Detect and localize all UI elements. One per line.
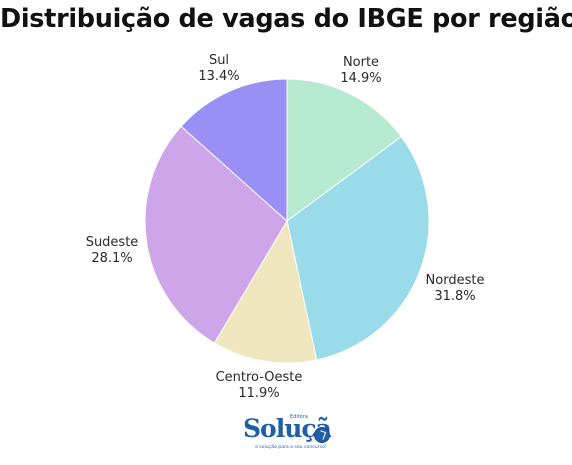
slice-label-centro-oeste: Centro-Oeste bbox=[216, 370, 303, 385]
logo-tagline: a solução para o seu concurso! bbox=[255, 445, 327, 450]
pie-slice-norte bbox=[286, 78, 402, 222]
chart-title: Distribuição de vagas do IBGE por região bbox=[0, 4, 572, 34]
logo-o-circle-icon bbox=[314, 427, 330, 443]
pie-slice-centro-oeste bbox=[213, 219, 318, 364]
pie-slice-sudeste bbox=[144, 125, 288, 344]
slice-value-norte: 14.9% bbox=[340, 71, 381, 86]
slice-value-centro-oeste: 11.9% bbox=[238, 386, 279, 401]
slice-label-sul: Sul bbox=[209, 53, 229, 68]
pie-slice-nordeste bbox=[286, 136, 430, 361]
slice-label-nordeste: Nordeste bbox=[426, 273, 485, 288]
slice-label-sudeste: Sudeste bbox=[86, 235, 139, 250]
pie-slice-sul bbox=[180, 78, 288, 223]
logo-editora-text: Editora bbox=[290, 414, 308, 420]
slice-value-sudeste: 28.1% bbox=[91, 251, 132, 266]
publisher-logo: Editora Soluçã a solução para o seu conc… bbox=[243, 414, 333, 454]
slice-label-norte: Norte bbox=[343, 55, 379, 70]
slice-value-nordeste: 31.8% bbox=[434, 289, 475, 304]
slice-value-sul: 13.4% bbox=[198, 69, 239, 84]
